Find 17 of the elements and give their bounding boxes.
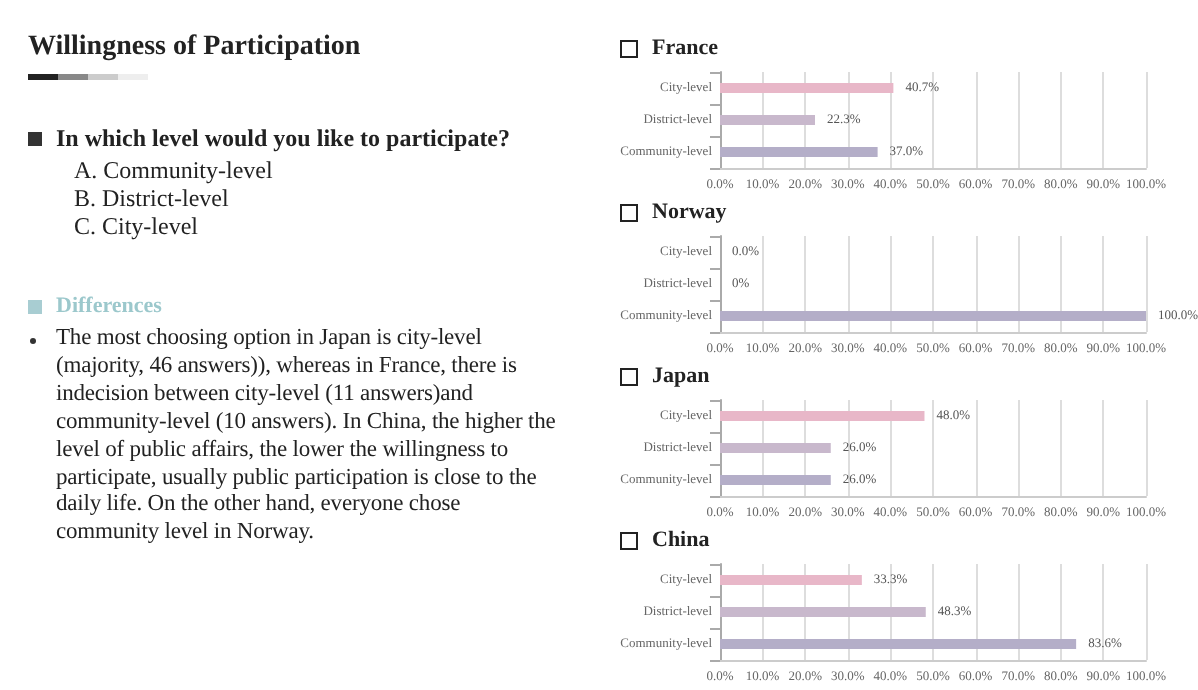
chart-title: France	[652, 36, 718, 60]
text: Willingness of Participation	[28, 32, 361, 64]
bar	[720, 115, 815, 125]
text: A. Community-level	[74, 156, 273, 186]
chart-title: Norway	[652, 200, 727, 224]
text: Differences	[56, 294, 162, 318]
bar	[720, 639, 1077, 649]
chart-title: China	[652, 528, 710, 552]
bar	[720, 575, 862, 585]
chart-title: Japan	[652, 364, 710, 388]
text: The most choosing option in Japan is city-level (majority, 46 answers)), whereas in France, there is indecision between city-level (11 answers)and community-level (10 answers). In China, the higher the level of public affairs, the lower the willingness to participate, usually public participation is close to the daily life. On the other hand, everyone chose community level in Norway.	[56, 326, 556, 549]
text: C. City-level	[74, 212, 198, 242]
bar	[720, 83, 894, 93]
text: B. District-level	[74, 184, 229, 214]
text: In which level would you like to participate?	[56, 124, 511, 154]
bar	[720, 147, 878, 157]
bar	[720, 607, 926, 617]
